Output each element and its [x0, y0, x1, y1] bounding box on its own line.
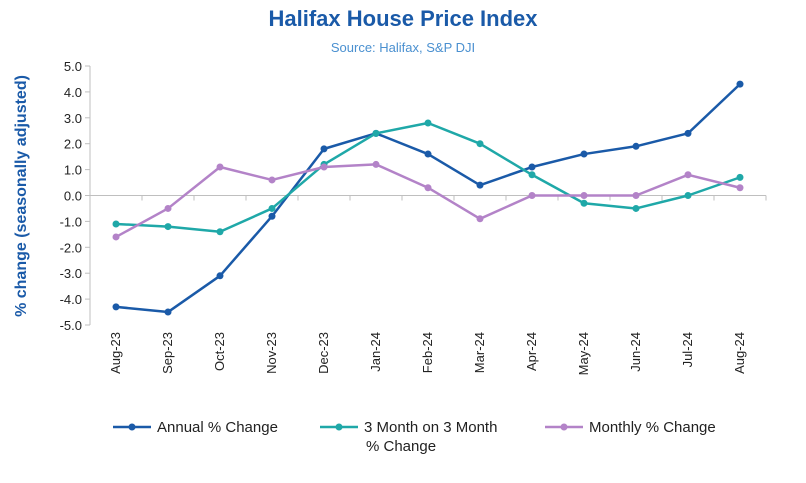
legend-item: 3 Month on 3 Month % Change: [320, 419, 497, 455]
data-point: [528, 163, 536, 171]
x-tick-label: Jan-24: [368, 332, 383, 372]
y-tick-label: 0.0: [64, 189, 82, 204]
data-point: [580, 192, 588, 199]
data-point: [528, 171, 536, 179]
data-point: [112, 220, 120, 228]
data-point: [320, 163, 328, 171]
x-tick-label: Jun-24: [628, 332, 643, 372]
series-2: [112, 119, 744, 236]
data-point: [216, 163, 224, 171]
legend: Annual % Change 3 Month on 3 Month % Chang…: [113, 419, 716, 455]
y-tick-label: 3.0: [64, 111, 82, 126]
data-point: [164, 308, 172, 316]
y-tick-label: -1.0: [60, 214, 82, 229]
legend-label: Monthly % Change: [589, 419, 716, 436]
data-point: [476, 140, 484, 148]
y-tick-label: 4.0: [64, 85, 82, 100]
x-tick-label: Aug-23: [108, 332, 123, 374]
y-tick-label: -4.0: [60, 292, 82, 307]
data-point: [268, 204, 276, 212]
axes: [85, 65, 767, 326]
data-point: [632, 142, 640, 150]
y-tick-labels: 5.0 4.0 3.0 2.0 1.0 0.0 -1.0 -2.0 -3.0 -4.0 -5.0: [60, 59, 82, 333]
data-point: [684, 129, 692, 137]
data-point: [372, 160, 380, 168]
y-tick-label: -2.0: [60, 240, 82, 255]
series-layer: [112, 80, 744, 316]
x-tick-label: Jul-24: [680, 332, 695, 367]
series-1: [112, 80, 744, 316]
data-point: [580, 199, 588, 207]
x-tick-label: Feb-24: [420, 332, 435, 373]
legend-swatch-marker: [128, 423, 136, 431]
data-point: [476, 215, 484, 223]
legend-item: Annual % Change: [113, 419, 278, 436]
data-point: [684, 171, 692, 179]
data-point: [736, 80, 744, 88]
series-3: [112, 160, 744, 241]
data-point: [632, 204, 640, 212]
x-tick-label: Nov-23: [264, 332, 279, 374]
data-point: [216, 272, 224, 280]
data-point: [424, 119, 432, 127]
legend-label: 3 Month on 3 Month: [364, 419, 497, 436]
data-point: [736, 184, 744, 192]
data-point: [268, 212, 276, 220]
x-tick-label: Apr-24: [524, 332, 539, 371]
legend-label: % Change: [366, 438, 436, 455]
legend-item: Monthly % Change: [545, 419, 716, 436]
x-tick-label: Sep-23: [160, 332, 175, 374]
x-tick-label: May-24: [576, 332, 591, 375]
data-point: [268, 176, 276, 184]
x-tick-labels: Aug-23 Sep-23 Oct-23 Nov-23 Dec-23 Jan-24 Feb-…: [108, 332, 747, 375]
data-point: [580, 150, 588, 158]
data-point: [164, 204, 172, 212]
data-point: [476, 181, 484, 189]
x-tick-label: Mar-24: [472, 332, 487, 373]
series-line: [115, 121, 741, 234]
x-tick-label: Aug-24: [732, 332, 747, 374]
y-tick-label: 2.0: [64, 137, 82, 152]
y-tick-label: -3.0: [60, 266, 82, 281]
y-axis-label: % change (seasonally adjusted): [13, 75, 30, 317]
data-point: [632, 192, 640, 199]
data-point: [164, 223, 172, 231]
data-point: [424, 150, 432, 158]
data-point: [424, 184, 432, 192]
chart-subtitle: Source: Halifax, S&P DJI: [330, 40, 476, 55]
y-tick-label: -5.0: [60, 318, 82, 333]
chart-title: Halifax House Price Index: [268, 6, 538, 31]
y-tick-label: 5.0: [64, 59, 82, 74]
legend-label: Annual % Change: [157, 419, 278, 436]
data-point: [528, 192, 536, 199]
data-point: [112, 233, 120, 241]
y-tick-label: 1.0: [64, 163, 82, 178]
data-point: [320, 145, 328, 153]
data-point: [216, 228, 224, 236]
x-tick-label: Oct-23: [212, 332, 227, 371]
data-point: [112, 303, 120, 311]
x-tick-label: Dec-23: [316, 332, 331, 374]
legend-swatch-marker: [560, 423, 568, 431]
series-line: [115, 163, 741, 239]
series-line: [115, 83, 741, 314]
data-point: [372, 129, 380, 137]
legend-swatch-marker: [335, 423, 343, 431]
data-point: [684, 192, 692, 199]
data-point: [736, 173, 744, 181]
